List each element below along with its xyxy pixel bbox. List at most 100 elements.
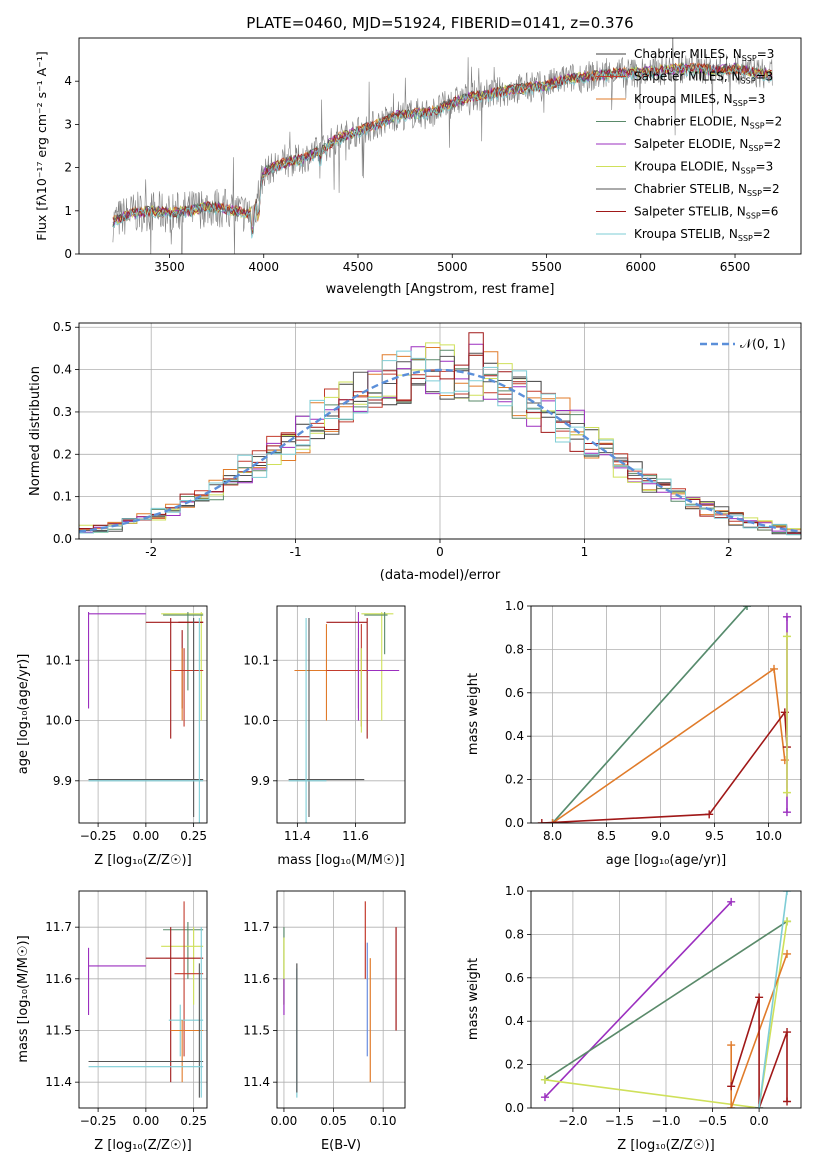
plot-area [79,332,801,536]
axes-frame [78,322,802,540]
legend-entry: Salpeter MILES, NSSP=3 [634,70,773,86]
x-tick-label: -1 [290,545,302,559]
y-tick-label: 0.0 [505,1101,524,1115]
weight-marker [782,612,791,621]
y-tick-label: 0.0 [505,816,524,830]
weight-line [544,921,788,1108]
y-tick-label: 0.6 [505,971,524,985]
weight-marker [755,993,764,1002]
weight-marker [727,897,736,906]
x-tick-label: 0.00 [133,1114,160,1128]
weight-vs-age-panel: 8.0 8.5 9.0 9.5 10.0 0.0 0.2 0.4 0.6 0.8 1.0 age [l… [466,599,802,868]
y-tick-label: 11.4 [45,1075,72,1089]
weight-marker [782,632,791,641]
normal-curve [79,368,801,533]
legend-entry: Kroupa ELODIE, NSSP=3 [634,160,773,176]
y-tick-label: 10.1 [45,653,72,667]
y-tick-label: 10.0 [45,714,72,728]
x-tick-label: 3500 [154,260,185,274]
x-tick-label: 11.6 [342,829,369,843]
y-tick-label: 11.5 [243,1024,270,1038]
axes-frame [530,890,802,1109]
x-tick-label: 0.10 [370,1114,397,1128]
p1-ylabel: age [log₁₀(age/yr)] [16,654,31,775]
x-tick-label: -2 [145,545,157,559]
y-tick-label: 0.0 [53,532,72,546]
x-tick-label: 11.4 [284,829,311,843]
weight-line [730,953,788,1108]
weight-marker [743,606,751,610]
y-tick-label: 0.5 [53,320,72,334]
spectrum-panel: 3500 4000 4500 5000 5500 6000 6500 0 1 2 3 4 wavelen… [34,37,802,297]
weight-marker [783,891,792,895]
histogram-step [79,342,801,533]
x-tick-label: 6000 [625,260,656,274]
x-tick-label: 0 [436,545,444,559]
legend-entry: Chabrier STELIB, NSSP=2 [634,182,780,198]
y-tick-label: 3 [64,117,72,131]
weight-marker [783,1028,792,1037]
p1-xlabel: Z [log₁₀(Z/Z☉)] [94,853,191,868]
x-tick-label: −0.25 [80,829,117,843]
y-tick-label: 1.0 [505,599,524,613]
x-tick-label: 9.0 [651,829,670,843]
weight-line [544,901,732,1098]
x-tick-label: 8.5 [597,829,616,843]
x-tick-label: 0.0 [750,1114,769,1128]
y-tick-label: 11.6 [45,972,72,986]
y-tick-label: 0.4 [53,363,72,377]
residuals-ylabel: Normed distribution [28,366,43,496]
x-tick-label: 6500 [720,260,751,274]
y-tick-label: 0.4 [505,729,524,743]
plot-area [88,901,204,1098]
p5-xlabel: E(B-V) [321,1138,361,1153]
x-tick-label: −1.0 [651,1114,680,1128]
axes-frame [78,890,208,1109]
age-vs-Z-panel: −0.25 0.00 0.25 9.9 10.0 10.1 Z [log₁₀(Z/Z☉)] a… [16,605,208,868]
legend-entry: Salpeter STELIB, NSSP=6 [634,205,778,221]
mass-vs-EBV-panel: 0.00 0.05 0.10 11.4 11.5 11.6 11.7 E(B-V) [243,890,406,1153]
y-tick-label: 0.8 [505,642,524,656]
p6-ylabel: mass weight [466,958,481,1040]
y-tick-label: 9.9 [251,774,270,788]
axes-frame [276,890,406,1109]
y-tick-label: 1 [64,204,72,218]
figure-title: PLATE=0460, MJD=51924, FIBERID=0141, z=0… [246,14,633,32]
y-tick-label: 0.8 [505,927,524,941]
spectrum-model-line [112,62,773,234]
x-tick-label: 4500 [343,260,374,274]
x-tick-label: −0.25 [80,1114,117,1128]
weight-marker [727,1104,736,1108]
y-tick-label: 0 [64,247,72,261]
weight-marker [783,1097,792,1106]
p2-xlabel: mass [log₁₀(M/M☉)] [277,853,404,868]
y-tick-label: 10.1 [243,653,270,667]
x-tick-label: 5000 [437,260,468,274]
x-tick-label: 9.5 [705,829,724,843]
weight-line [552,606,748,823]
x-tick-label: 0.05 [320,1114,347,1128]
histogram-step [79,350,801,536]
weight-marker [540,1093,549,1102]
weight-line [730,997,788,1108]
weight-line [544,920,788,1081]
p3-ylabel: mass weight [466,673,481,755]
plot-area [283,901,397,1098]
x-tick-label: 8.0 [543,829,562,843]
y-tick-label: 0.2 [505,1058,524,1072]
weight-vs-Z-panel: −2.0 −1.5 −1.0 −0.5 0.0 0.0 0.2 0.4 0.6 0.8 1.0 Z [… [466,884,802,1153]
weight-marker [727,1082,736,1091]
weight-marker [537,819,546,823]
plot-area [88,612,204,823]
legend-entry: Kroupa STELIB, NSSP=2 [634,227,771,243]
weight-line [541,710,788,823]
weight-marker [755,1104,764,1108]
plot-area [112,38,773,254]
x-tick-label: 4000 [248,260,279,274]
plot-area [537,606,791,823]
x-tick-label: −0.5 [698,1114,727,1128]
legend-entry: 𝒩(0, 1) [740,336,786,351]
residuals-panel: -2 -1 0 1 2 0.0 0.1 0.2 0.3 0.4 0.5 (data-model)/er… [28,320,802,583]
p4-xlabel: Z [log₁₀(Z/Z☉)] [94,1138,191,1153]
plot-area [540,891,792,1108]
